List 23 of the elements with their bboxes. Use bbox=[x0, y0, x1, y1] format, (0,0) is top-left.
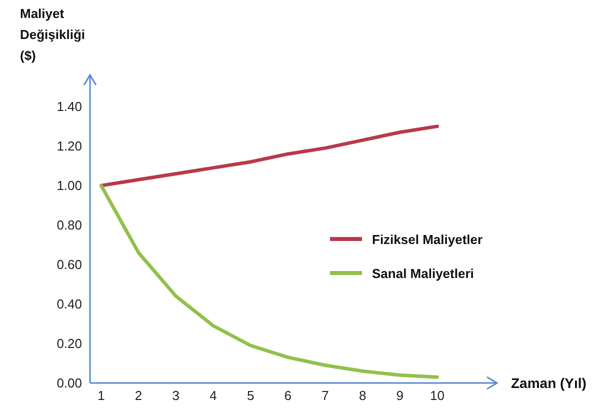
y-tick-label: 0.00 bbox=[56, 376, 82, 391]
legend-label: Fiziksel Maliyetler bbox=[372, 232, 483, 246]
y-tick-label: 0.40 bbox=[56, 296, 82, 312]
y-axis-title: Maliyet Değişikliği ($) bbox=[20, 6, 86, 63]
x-tick-label: 8 bbox=[358, 388, 366, 404]
y-tick-label: 1.20 bbox=[56, 138, 82, 154]
y-tick-label: 0.20 bbox=[56, 336, 82, 352]
x-tick-label: 9 bbox=[396, 388, 404, 404]
x-tick-label: 2 bbox=[134, 388, 142, 404]
x-tick-label: 4 bbox=[210, 388, 217, 404]
x-tick-label: 7 bbox=[322, 388, 329, 404]
x-tick-label: 3 bbox=[172, 388, 180, 404]
x-tick-label: 10 bbox=[430, 388, 444, 404]
x-tick-label: 1 bbox=[98, 388, 105, 404]
y-tick-label: 1.40 bbox=[56, 99, 82, 114]
y-tick-label: 0.80 bbox=[56, 218, 82, 233]
y-tick-label: 1.00 bbox=[56, 178, 82, 194]
legend-label: Sanal Maliyetleri bbox=[372, 266, 474, 280]
x-tick-label: 5 bbox=[246, 388, 254, 404]
x-tick-label: 6 bbox=[284, 388, 292, 404]
line-series bbox=[99, 124, 440, 188]
y-tick-label: 0.60 bbox=[56, 257, 82, 272]
x-axis-title: Zaman (Yıl) bbox=[511, 375, 586, 391]
